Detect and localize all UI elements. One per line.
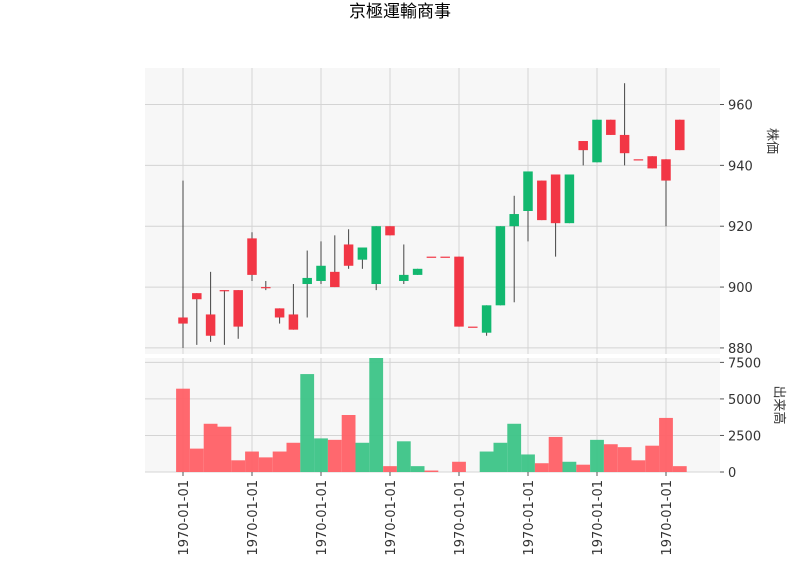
- x-tick-label: 1970-01-01: [384, 480, 399, 556]
- candle-body: [233, 290, 243, 327]
- candle-body: [399, 274, 409, 281]
- volume-bar: [645, 445, 660, 472]
- volume-bar: [521, 454, 535, 472]
- x-tick-label: 1970-01-01: [315, 480, 330, 556]
- volume-y-axis-label: 出来高: [771, 385, 787, 424]
- candle-body: [564, 174, 575, 224]
- candle-body: [426, 256, 437, 258]
- volume-y-tick-label: 5000: [728, 393, 761, 408]
- chart-title: 京極運輸商事: [349, 2, 451, 22]
- price-y-tick-label: 880: [728, 342, 753, 357]
- candle-body: [219, 290, 230, 292]
- volume-bar: [576, 464, 591, 472]
- x-tick-label: 1970-01-01: [246, 480, 261, 556]
- candle-body: [495, 226, 506, 306]
- candle-body: [302, 277, 312, 285]
- price-y-tick-label: 900: [728, 281, 753, 296]
- x-tick-label: 1970-01-01: [522, 480, 537, 556]
- candle-body: [606, 119, 616, 135]
- volume-bar: [369, 358, 384, 472]
- price-panel-background: [145, 68, 720, 354]
- candle-body: [343, 244, 354, 266]
- candle-body: [261, 287, 271, 289]
- candle-body: [316, 265, 326, 281]
- x-tick-label: 1970-01-01: [660, 480, 675, 556]
- price-y-tick-label: 960: [728, 99, 753, 114]
- candle-body: [661, 159, 671, 181]
- x-axis: 1970-01-01 1970-01-01 1970-01-01 1970-01-01…: [177, 472, 675, 556]
- volume-bar: [314, 438, 328, 472]
- volume-bar: [659, 417, 673, 472]
- candle-body: [357, 247, 368, 260]
- volume-bar: [534, 463, 549, 472]
- candle-body: [440, 256, 450, 258]
- candle-body: [481, 305, 492, 333]
- volume-bar: [562, 461, 577, 472]
- candle-body: [385, 226, 395, 236]
- volume-bar: [631, 460, 646, 472]
- x-tick-label: 1970-01-01: [177, 480, 192, 556]
- candle-body: [633, 159, 644, 161]
- price-y-tick-label: 920: [728, 220, 753, 235]
- candle-body: [247, 238, 257, 275]
- volume-y-tick-label: 2500: [728, 429, 761, 444]
- candle-body: [675, 119, 685, 151]
- x-tick-label: 1970-01-01: [591, 480, 606, 556]
- volume-bar: [327, 439, 342, 472]
- candle-body: [330, 271, 340, 288]
- volume-y-tick-label: 7500: [728, 356, 761, 371]
- volume-bar: [493, 442, 508, 472]
- volume-bar: [383, 466, 397, 472]
- candle-body: [619, 134, 630, 154]
- candle-body: [550, 174, 561, 224]
- volume-bar: [189, 448, 204, 472]
- volume-bar: [672, 466, 687, 472]
- x-tick-label: 1970-01-01: [453, 480, 468, 556]
- candle-body: [412, 268, 423, 275]
- price-y-tick-label: 940: [728, 159, 753, 174]
- volume-bar: [258, 457, 273, 472]
- candle-body: [454, 256, 464, 327]
- volume-bar: [217, 426, 232, 472]
- volume-bar: [245, 451, 259, 472]
- candle-body: [592, 119, 602, 163]
- volume-bar: [617, 447, 632, 472]
- volume-bar: [396, 441, 411, 472]
- volume-panel: 0 2500 5000 7500 出来高: [145, 356, 787, 481]
- candle-body: [288, 314, 299, 330]
- volume-bar: [203, 423, 218, 472]
- candle-body: [647, 156, 657, 169]
- volume-bar: [452, 461, 466, 472]
- candle-body: [192, 293, 202, 300]
- volume-bar: [479, 451, 494, 472]
- volume-bar: [410, 466, 425, 472]
- candle-body: [371, 226, 381, 285]
- candle-body: [178, 317, 188, 324]
- candle-body: [537, 180, 547, 221]
- volume-bar: [603, 444, 618, 472]
- volume-bar: [355, 442, 370, 472]
- volume-bar: [300, 374, 315, 472]
- volume-bar: [590, 439, 604, 472]
- volume-y-tick-label: 0: [728, 466, 736, 481]
- candle-body: [274, 308, 285, 318]
- candle-body: [523, 171, 533, 211]
- candle-body: [578, 141, 588, 151]
- candle-body: [509, 214, 519, 227]
- candle-body: [205, 314, 216, 336]
- volume-bar: [424, 470, 439, 472]
- candle-body: [468, 326, 478, 328]
- price-panel: 880 900 920 940 960 株価: [145, 68, 779, 357]
- price-y-axis-label: 株価: [764, 128, 779, 154]
- volume-bar: [341, 415, 356, 472]
- volume-bar: [272, 451, 287, 472]
- volume-bar: [231, 460, 246, 472]
- volume-bar: [176, 388, 190, 472]
- volume-bar: [548, 436, 563, 472]
- volume-bar: [507, 423, 522, 472]
- volume-bar: [286, 442, 301, 472]
